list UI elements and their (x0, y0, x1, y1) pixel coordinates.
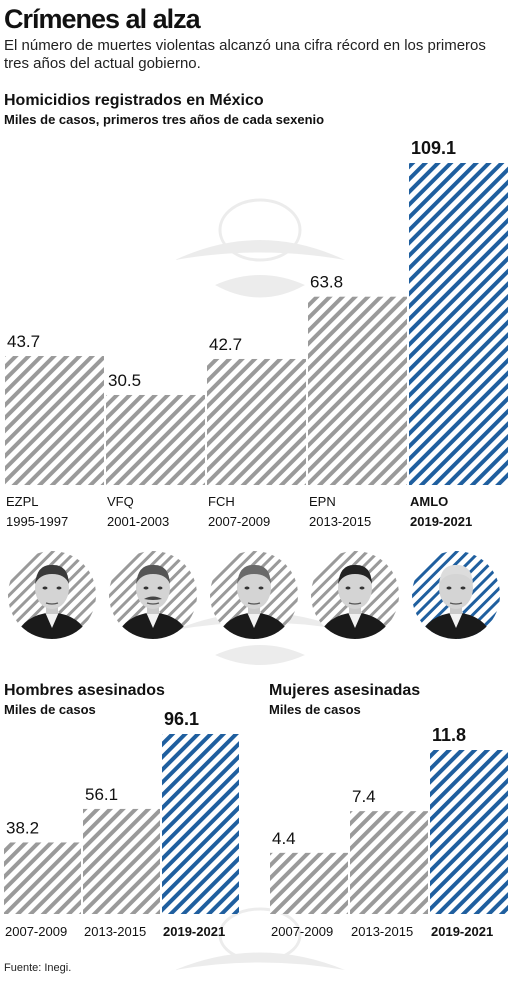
men-chart-title: Hombres asesinados (4, 682, 165, 699)
page-title: Crímenes al alza (4, 4, 201, 34)
value-label-2: 42.7 (209, 335, 242, 354)
portrait-amlo-icon (412, 551, 500, 639)
bar-0 (270, 852, 348, 914)
bar-0 (5, 356, 104, 485)
men-chart-subtitle: Miles de casos (4, 702, 96, 717)
category-label-0: EZPL (6, 494, 39, 509)
main-chart-subtitle: Miles de casos, primeros tres años de ca… (4, 112, 325, 127)
value-label-0: 43.7 (7, 332, 40, 351)
category-label-0: 2007-2009 (271, 924, 333, 939)
president-portraits (0, 550, 512, 642)
period-label-1: 2001-2003 (107, 514, 169, 529)
women-bar-chart: 4.4 2007-2009 7.4 2013-2015 11.8 2019-2021 (270, 725, 508, 939)
portrait-epn-icon (311, 551, 399, 639)
main-chart-title: Homicidios registrados en México (4, 92, 264, 109)
category-label-0: 2007-2009 (5, 924, 67, 939)
category-label-2: 2019-2021 (431, 924, 493, 939)
period-label-0: 1995-1997 (6, 514, 68, 529)
value-label-0: 38.2 (6, 818, 39, 837)
category-label-1: VFQ (107, 494, 134, 509)
portrait-ezpl-icon (8, 551, 96, 639)
portrait-vfq-icon (109, 551, 197, 639)
category-label-1: 2013-2015 (84, 924, 146, 939)
women-chart-title: Mujeres asesinadas (269, 682, 421, 699)
men-bar-chart: 38.2 2007-2009 56.1 2013-2015 96.1 2019-2021 (4, 709, 239, 939)
bar-4 (409, 163, 508, 485)
category-label-2: 2019-2021 (163, 924, 225, 939)
bar-3 (308, 296, 407, 485)
value-label-2: 11.8 (432, 725, 466, 745)
bar-2 (430, 750, 508, 914)
value-label-1: 56.1 (85, 785, 118, 804)
portrait-fch-icon (210, 551, 298, 639)
value-label-4: 109.1 (411, 138, 456, 158)
category-label-2: FCH (208, 494, 235, 509)
women-chart-subtitle: Miles de casos (269, 702, 361, 717)
homicides-bar-chart: 43.7 EZPL 1995-1997 30.5 VFQ 2001-2003 42.7 FCH… (5, 138, 508, 529)
period-label-4: 2019-2021 (410, 514, 472, 529)
value-label-3: 63.8 (310, 273, 343, 292)
bar-1 (350, 811, 428, 914)
value-label-1: 30.5 (108, 371, 141, 390)
bar-2 (207, 358, 306, 485)
bar-1 (106, 394, 205, 485)
category-label-3: EPN (309, 494, 336, 509)
period-label-2: 2007-2009 (208, 514, 270, 529)
value-label-0: 4.4 (272, 829, 296, 848)
period-label-3: 2013-2015 (309, 514, 371, 529)
category-label-4: AMLO (410, 494, 448, 509)
page-subtitle: El número de muertes violentas alcanzó u… (4, 37, 486, 72)
source-note: Fuente: Inegi. (4, 962, 72, 974)
bar-2 (162, 734, 239, 914)
value-label-1: 7.4 (352, 787, 376, 806)
value-label-2: 96.1 (164, 709, 199, 729)
bar-1 (83, 808, 160, 914)
category-label-1: 2013-2015 (351, 924, 413, 939)
bar-0 (4, 842, 81, 914)
